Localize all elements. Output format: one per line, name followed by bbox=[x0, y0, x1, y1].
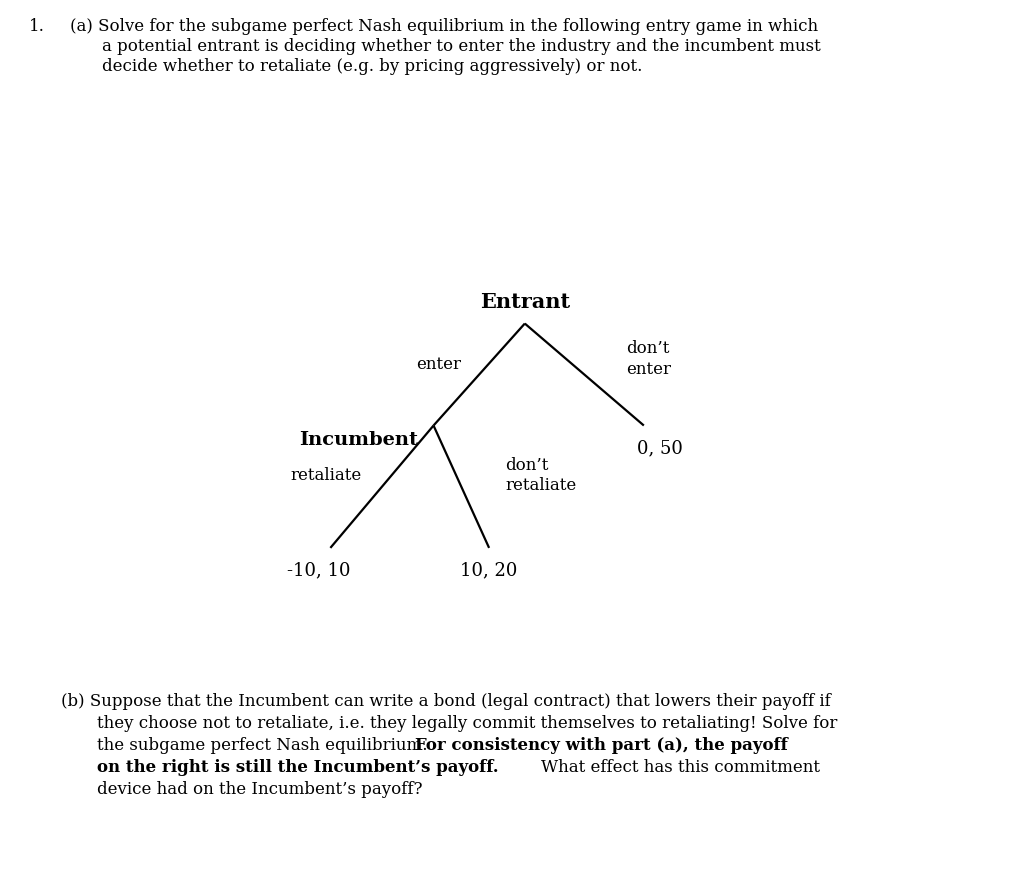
Text: (a) Solve for the subgame perfect Nash equilibrium in the following entry game i: (a) Solve for the subgame perfect Nash e… bbox=[70, 18, 818, 34]
Text: (b) Suppose that the Incumbent can write a bond (legal contract) that lowers the: (b) Suppose that the Incumbent can write… bbox=[61, 693, 831, 710]
Text: a potential entrant is deciding whether to enter the industry and the incumbent : a potential entrant is deciding whether … bbox=[102, 38, 821, 55]
Text: the subgame perfect Nash equilibrium.: the subgame perfect Nash equilibrium. bbox=[97, 737, 433, 754]
Text: retaliate: retaliate bbox=[291, 467, 362, 485]
Text: Incumbent: Incumbent bbox=[299, 431, 418, 449]
Text: What effect has this commitment: What effect has this commitment bbox=[541, 759, 819, 776]
Text: decide whether to retaliate (e.g. by pricing aggressively) or not.: decide whether to retaliate (e.g. by pri… bbox=[102, 58, 643, 75]
Text: enter: enter bbox=[417, 356, 461, 373]
Text: 0, 50: 0, 50 bbox=[637, 439, 683, 457]
Text: don’t
retaliate: don’t retaliate bbox=[505, 457, 577, 494]
Text: -10, 10: -10, 10 bbox=[287, 562, 350, 579]
Text: device had on the Incumbent’s payoff?: device had on the Incumbent’s payoff? bbox=[97, 781, 423, 798]
Text: For consistency with part (a), the payoff: For consistency with part (a), the payof… bbox=[415, 737, 787, 754]
Text: 10, 20: 10, 20 bbox=[461, 562, 518, 579]
Text: don’t
enter: don’t enter bbox=[627, 340, 672, 378]
Text: Entrant: Entrant bbox=[479, 292, 570, 312]
Text: 1.: 1. bbox=[29, 18, 45, 34]
Text: they choose not to retaliate, i.e. they legally commit themselves to retaliating: they choose not to retaliate, i.e. they … bbox=[97, 715, 838, 732]
Text: on the right is still the Incumbent’s payoff.: on the right is still the Incumbent’s pa… bbox=[97, 759, 505, 776]
